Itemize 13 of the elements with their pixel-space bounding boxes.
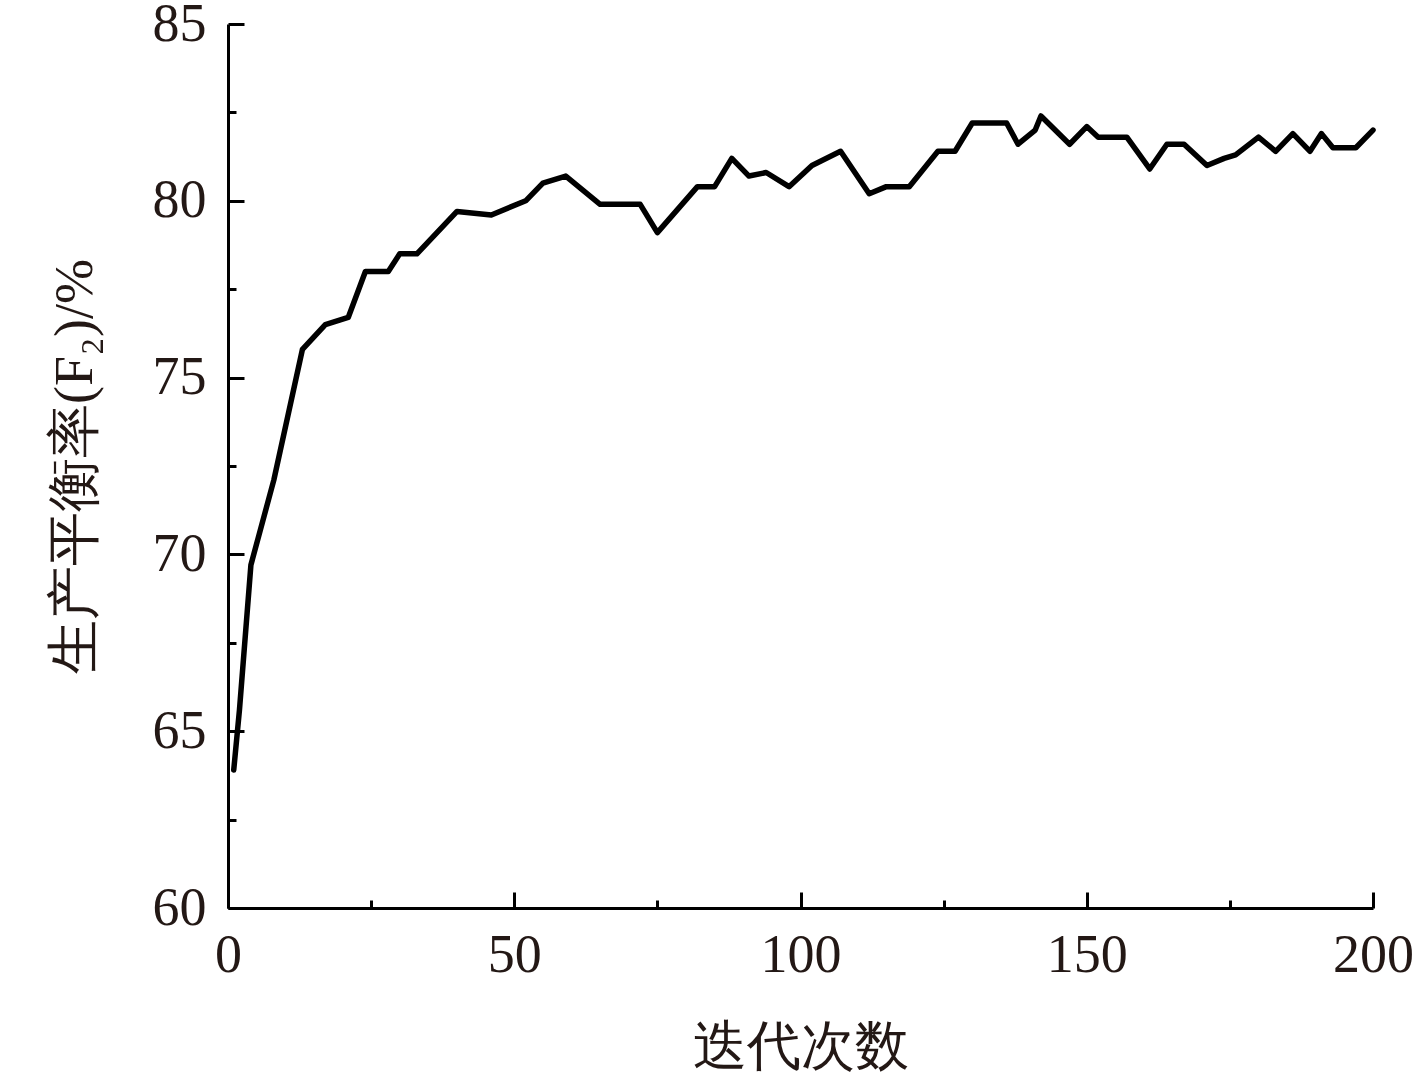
y-tick-label: 70 [152, 522, 207, 583]
y-tick-label: 85 [152, 0, 207, 53]
y-tick-label: 80 [152, 169, 207, 230]
x-tick-label: 0 [215, 923, 242, 984]
y-tick-label: 75 [152, 346, 207, 407]
x-axis-title: 迭代次数 [693, 1015, 909, 1076]
x-tick-label: 100 [760, 923, 842, 984]
y-tick-label: 60 [152, 876, 207, 937]
x-tick-label: 150 [1046, 923, 1128, 984]
x-tick-label: 200 [1333, 923, 1414, 984]
y-tick-label: 65 [152, 699, 207, 760]
x-tick-label: 50 [487, 923, 542, 984]
y-axis-title: 生产平衡率(F₂)/% [43, 259, 104, 674]
